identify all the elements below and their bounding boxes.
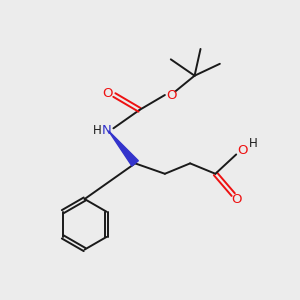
Polygon shape: [108, 131, 138, 166]
Text: H: H: [93, 124, 101, 136]
Text: H: H: [249, 137, 258, 150]
Text: O: O: [167, 88, 177, 101]
Text: O: O: [232, 194, 242, 206]
Text: N: N: [102, 124, 112, 136]
Text: O: O: [103, 87, 113, 100]
Text: O: O: [238, 144, 248, 158]
